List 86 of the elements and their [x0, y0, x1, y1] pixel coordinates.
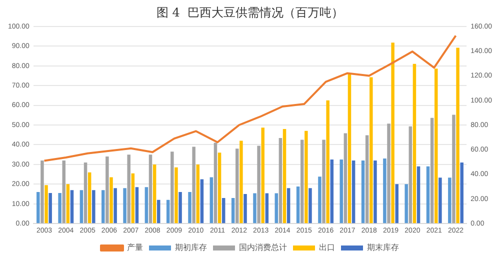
bar [210, 177, 214, 224]
bar [188, 192, 192, 224]
bar [244, 194, 247, 224]
legend-label: 期初库存 [175, 243, 207, 252]
bar [330, 160, 334, 224]
bar [408, 126, 412, 224]
bar [157, 200, 160, 224]
bar [340, 160, 343, 224]
bar [231, 198, 235, 224]
bar [278, 138, 282, 224]
bar [144, 187, 148, 224]
bar [148, 154, 152, 224]
chart-title: 图 4 巴西大豆供需情况（百万吨） [156, 5, 344, 20]
bar [456, 48, 460, 224]
bar [274, 193, 278, 224]
bar [48, 193, 52, 224]
bar [40, 160, 44, 224]
legend-label: 产量 [127, 243, 143, 252]
bar [383, 158, 386, 224]
bar [286, 188, 290, 224]
bar [395, 184, 398, 224]
bar [170, 152, 174, 224]
bar [387, 124, 390, 224]
bar [114, 188, 117, 224]
bar [426, 166, 430, 224]
legend-label: 期末库存 [367, 243, 399, 252]
bar [58, 193, 62, 224]
bar [361, 160, 365, 224]
bar [123, 188, 126, 224]
bar [214, 142, 218, 224]
bar [178, 192, 182, 224]
bar [36, 192, 40, 224]
bar [261, 128, 264, 224]
bar [218, 152, 222, 224]
bar [166, 200, 170, 224]
bar [66, 184, 70, 224]
bar [296, 186, 300, 224]
bar [70, 190, 74, 224]
bar [304, 130, 308, 224]
bar [412, 64, 416, 224]
bar [265, 193, 269, 224]
bar [434, 68, 438, 224]
bar [127, 154, 130, 224]
bar [92, 190, 96, 224]
bar [391, 42, 394, 224]
bar [344, 133, 348, 224]
bar [452, 114, 456, 224]
bar [200, 179, 204, 224]
bar [236, 148, 239, 224]
bar [460, 162, 464, 224]
legend-label: 出口 [319, 243, 335, 252]
bar [308, 188, 312, 224]
bar [438, 178, 442, 224]
bar [80, 190, 84, 224]
bar [152, 164, 156, 224]
bar [102, 190, 105, 224]
bar [253, 193, 256, 224]
bar [62, 160, 66, 224]
bar [300, 140, 304, 224]
bar [192, 146, 196, 224]
bar [88, 172, 92, 224]
bar [348, 74, 352, 224]
bar [196, 164, 200, 224]
bar [222, 198, 226, 224]
bar [448, 178, 452, 224]
bar [135, 187, 139, 224]
bar [84, 162, 88, 224]
legend-label: 国内消费总计 [239, 243, 287, 252]
bar [365, 135, 369, 224]
bar [110, 177, 113, 224]
bar [326, 100, 330, 224]
bar [352, 160, 356, 224]
bar [44, 185, 48, 224]
bar [106, 156, 109, 224]
bar [370, 77, 373, 224]
bar [430, 118, 434, 224]
bar [131, 173, 135, 224]
bar [257, 146, 260, 224]
bar [416, 166, 420, 224]
bar [282, 128, 286, 224]
bar [240, 140, 243, 224]
bar [404, 184, 408, 224]
bar [174, 167, 178, 224]
bar [322, 140, 326, 224]
bar [318, 176, 322, 224]
bar [374, 160, 377, 224]
